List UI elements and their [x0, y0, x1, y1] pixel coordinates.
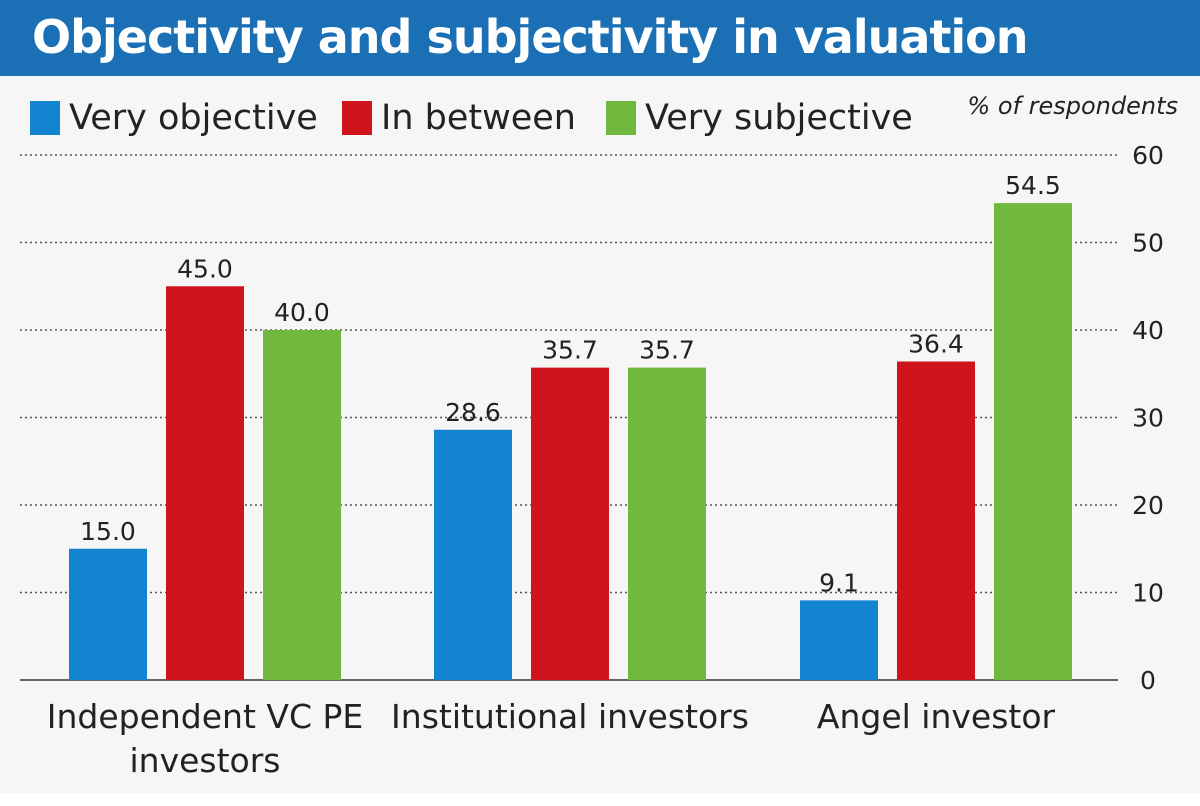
title-banner: Objectivity and subjectivity in valuatio… — [0, 0, 1200, 76]
y-tick-label: 30 — [1132, 404, 1164, 433]
bar — [263, 330, 341, 680]
y-tick-label: 10 — [1132, 579, 1164, 608]
bar-value-label: 54.5 — [1005, 171, 1061, 200]
bar-value-label: 40.0 — [274, 298, 330, 327]
bar-value-label: 45.0 — [177, 254, 233, 283]
y-tick-label: 50 — [1132, 229, 1164, 258]
legend-label-in-between: In between — [381, 98, 576, 138]
legend-swatch-very-subjective — [606, 101, 636, 135]
bar-value-label: 35.7 — [542, 336, 598, 365]
bottom-strip — [0, 793, 1200, 806]
legend-swatch-in-between — [342, 101, 372, 135]
bar — [897, 361, 975, 680]
y-tick-label: 0 — [1140, 666, 1156, 695]
x-category-label: Independent VC PE — [47, 697, 364, 736]
legend-label-very-subjective: Very subjective — [645, 98, 913, 138]
bar — [434, 429, 512, 680]
legend-item-very-subjective: Very subjective — [606, 98, 913, 138]
bar-value-label: 35.7 — [639, 336, 695, 365]
x-category-label: investors — [130, 741, 281, 780]
bar — [994, 203, 1072, 680]
unit-label: % of respondents — [967, 92, 1178, 120]
y-tick-label: 20 — [1132, 491, 1164, 520]
bar — [166, 286, 244, 680]
bar-value-label: 15.0 — [80, 517, 136, 546]
legend-item-very-objective: Very objective — [30, 98, 318, 138]
legend-item-in-between: In between — [342, 98, 576, 138]
bar — [628, 367, 706, 680]
bar — [800, 600, 878, 680]
y-tick-label: 40 — [1132, 316, 1164, 345]
x-category-label: Angel investor — [817, 697, 1056, 736]
x-category-label: Institutional investors — [391, 697, 749, 736]
chart-title: Objectivity and subjectivity in valuatio… — [32, 10, 1029, 64]
bar-value-label: 28.6 — [445, 398, 501, 427]
legend-swatch-very-objective — [30, 101, 60, 135]
bar — [69, 548, 147, 680]
legend-label-very-objective: Very objective — [69, 98, 318, 138]
bar-value-label: 36.4 — [908, 330, 964, 359]
y-tick-label: 60 — [1132, 141, 1164, 170]
bar-value-label: 9.1 — [819, 568, 859, 597]
bar — [531, 367, 609, 680]
